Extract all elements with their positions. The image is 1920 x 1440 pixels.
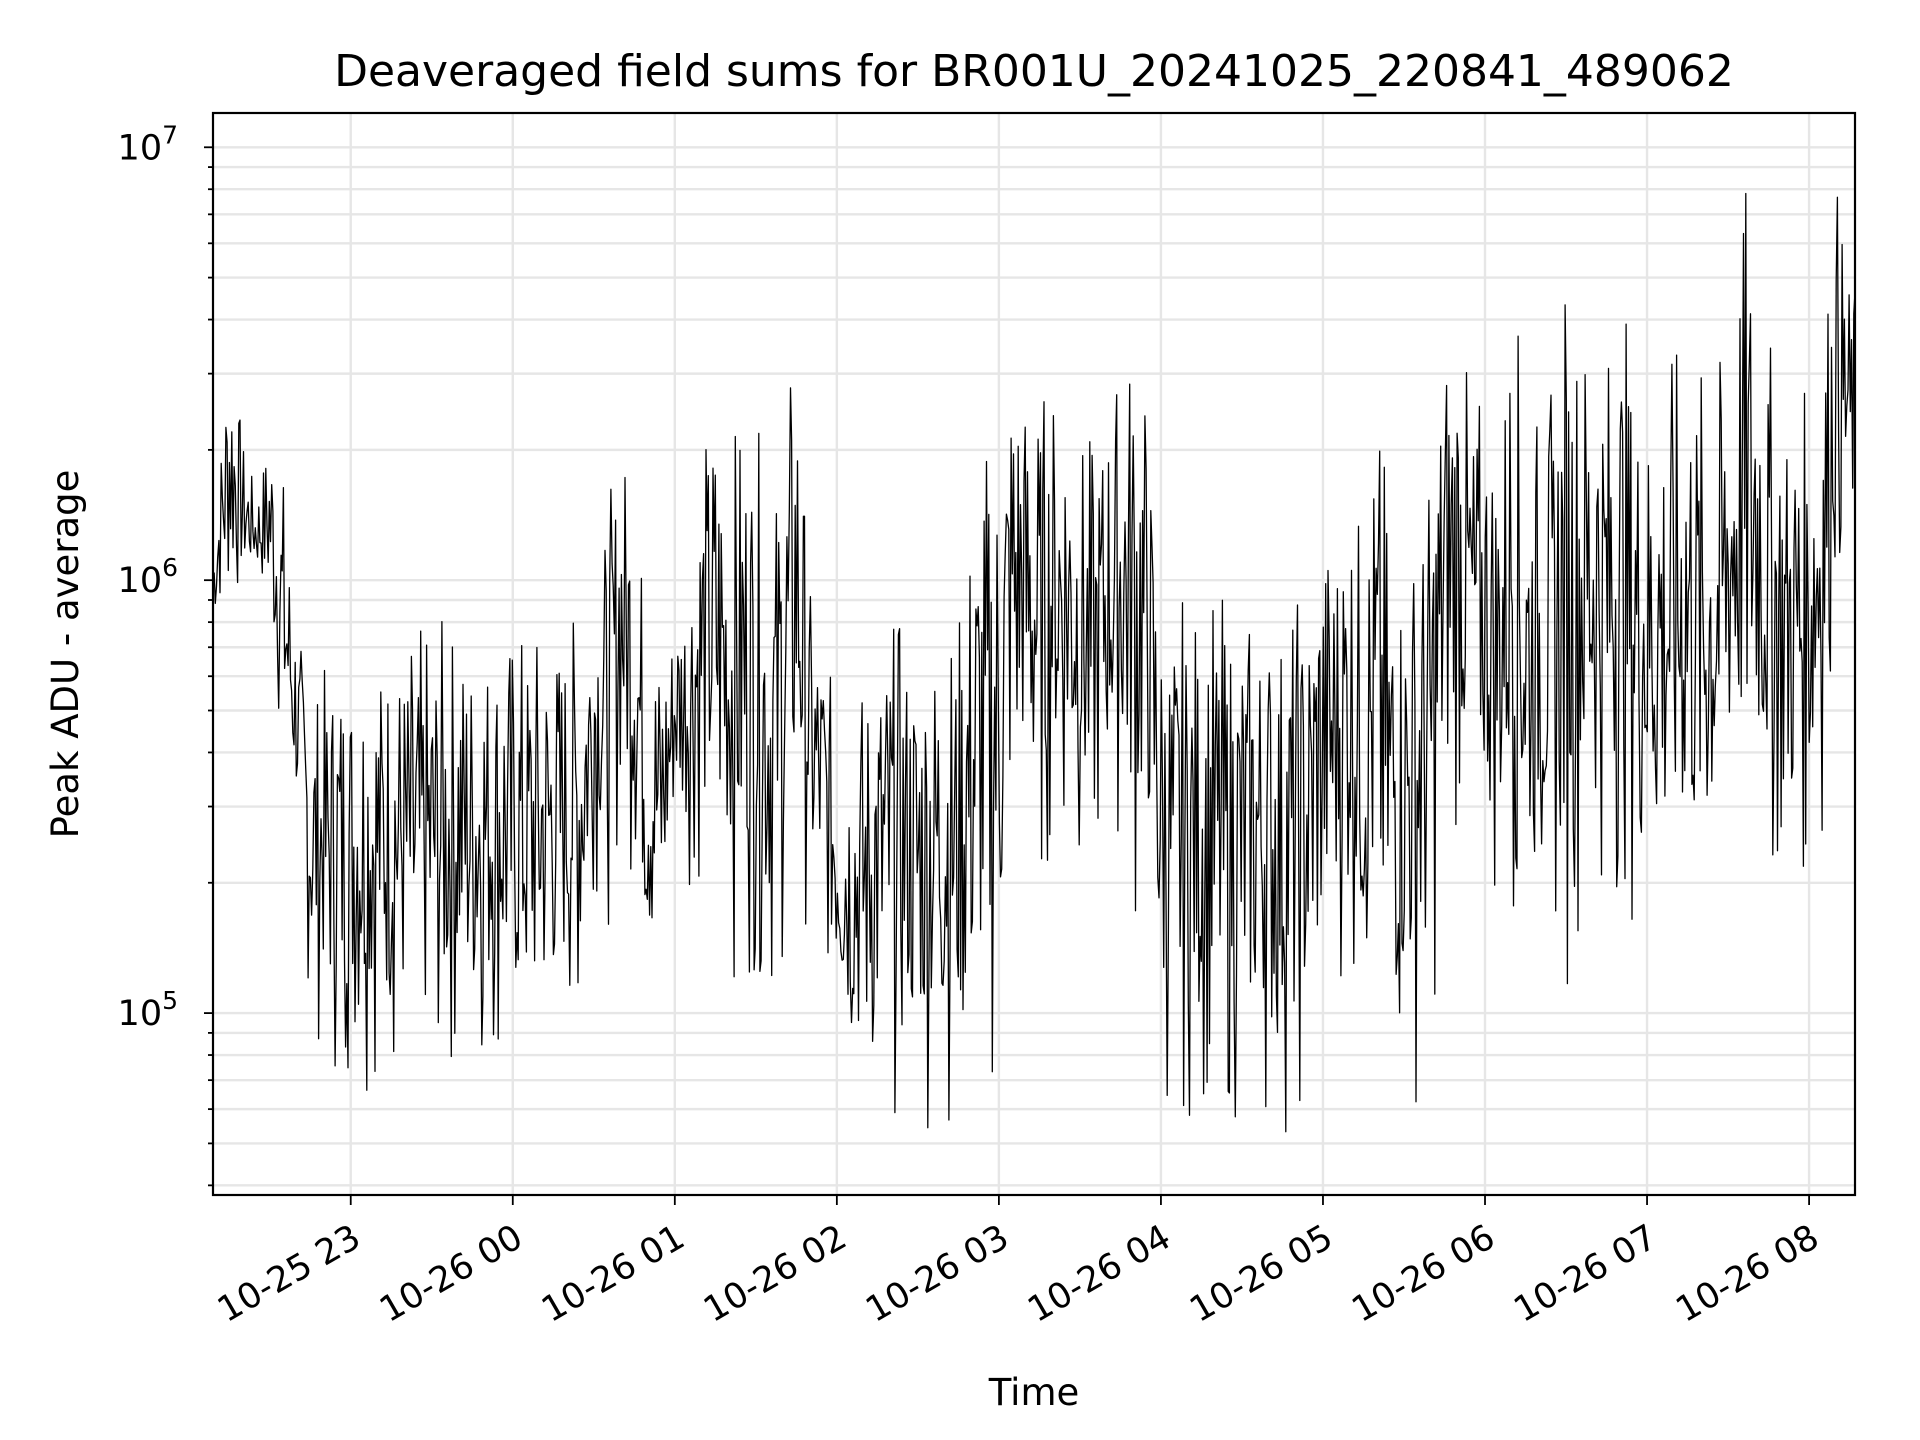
y-tick-label: 107: [118, 120, 178, 168]
x-axis-label: Time: [988, 1371, 1080, 1414]
y-axis: 105 106 107: [118, 120, 213, 1187]
y-axis-label: Peak ADU - average: [44, 470, 87, 839]
y-tick-label: 105: [118, 986, 178, 1034]
chart-title: Deaveraged field sums for BR001U_2024102…: [334, 46, 1734, 97]
series-line: [212, 192, 1856, 1133]
y-tick-label: 106: [118, 553, 178, 601]
series-layer: [212, 192, 1856, 1133]
axes-frame: [211, 111, 1857, 1197]
